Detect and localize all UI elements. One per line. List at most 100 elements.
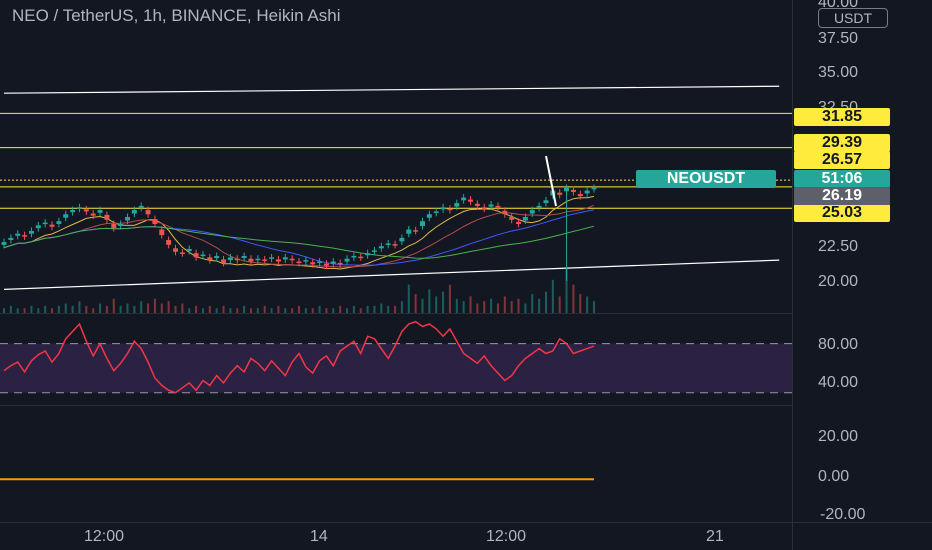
volume-bar: [394, 305, 397, 313]
candle-body: [344, 258, 350, 262]
candle-body: [248, 258, 254, 262]
time-tick: 21: [706, 528, 724, 545]
volume-bar: [524, 303, 527, 313]
candle-body: [221, 259, 227, 263]
candle-body: [15, 233, 21, 236]
volume-bar: [16, 308, 19, 313]
volume-bar: [544, 291, 547, 313]
volume-bar: [277, 305, 280, 313]
candle-body: [481, 207, 487, 209]
volume-bar: [462, 301, 465, 313]
candle-body: [8, 237, 14, 240]
volume-bar: [483, 301, 486, 313]
candle-body: [56, 221, 62, 224]
volume-bar: [92, 308, 95, 313]
rsi-tick: 80.00: [818, 336, 859, 353]
time-tick: 12:00: [84, 528, 125, 545]
candle-body: [351, 255, 357, 258]
volume-bar: [332, 308, 335, 313]
volume-bar: [147, 303, 150, 313]
candle-body: [543, 200, 549, 204]
candle-body: [35, 225, 41, 229]
moving-average-line: [3, 225, 595, 259]
price-tick: 37.50: [818, 30, 859, 47]
volume-bar: [229, 308, 232, 313]
candle-body: [262, 259, 268, 261]
candle-body: [317, 261, 323, 264]
candle-body: [323, 263, 329, 266]
level-label: 31.85: [794, 108, 890, 126]
candle-body: [495, 205, 501, 208]
candle-body: [392, 244, 398, 246]
unit-selector[interactable]: USDT: [818, 8, 888, 28]
volume-bar: [510, 301, 513, 313]
volume-bar: [490, 298, 493, 313]
volume-bar: [133, 305, 136, 313]
pane-separator-rsi: [0, 405, 792, 406]
candle-body: [426, 214, 432, 218]
candle-body: [200, 254, 206, 257]
candle-body: [337, 262, 343, 265]
candle-body: [468, 199, 474, 202]
volume-bar: [579, 294, 582, 313]
volume-bar: [236, 308, 239, 313]
candle-body: [385, 243, 391, 245]
candle-body: [447, 208, 453, 211]
candle-body: [83, 209, 89, 212]
osc-tick: -20.00: [820, 506, 866, 523]
candle-body: [42, 222, 48, 225]
volume-bar: [174, 305, 177, 313]
level-label: 26.57: [794, 151, 890, 169]
volume-bar: [407, 284, 410, 313]
candle-body: [22, 235, 28, 237]
candle-body: [419, 221, 425, 227]
candle-body: [145, 210, 151, 215]
rsi-band: [0, 343, 792, 393]
candle-body: [63, 214, 69, 218]
volume-bar: [558, 296, 561, 313]
volume-bar: [215, 308, 218, 313]
candle-body: [474, 203, 480, 206]
candle-body: [399, 237, 405, 242]
volume-bar: [400, 301, 403, 313]
candle-body: [207, 257, 213, 261]
volume-bar: [311, 308, 314, 313]
current-price-tag: 26.19: [794, 187, 890, 205]
volume-bar: [469, 296, 472, 313]
candle-body: [214, 255, 220, 259]
annotation-line: [545, 155, 557, 207]
candle-body: [269, 257, 275, 259]
volume-bar: [112, 298, 115, 313]
volume-bar: [359, 308, 362, 313]
volume-bar: [9, 305, 12, 313]
candle-body: [111, 223, 117, 229]
volume-bar: [153, 298, 156, 313]
volume-bar: [339, 305, 342, 313]
osc-tick: 20.00: [818, 428, 859, 445]
candle-body: [76, 207, 82, 209]
volume-bar: [414, 294, 417, 313]
volume-bar: [3, 308, 5, 313]
volume-bar: [551, 279, 554, 313]
rsi-tick: 40.00: [818, 374, 859, 391]
candle-body: [282, 257, 288, 260]
candle-body: [378, 246, 384, 249]
candle-body: [577, 194, 583, 197]
candle-body: [179, 252, 185, 254]
volume-bar: [78, 301, 81, 313]
candle-body: [371, 250, 377, 252]
volume-bar: [572, 284, 575, 313]
volume-bar: [160, 303, 163, 313]
candle-body: [502, 210, 508, 215]
volume-bar: [448, 284, 451, 313]
volume-bar: [85, 305, 88, 313]
volume-bar: [380, 303, 383, 313]
time-tick: 12:00: [486, 528, 527, 545]
volume-bar: [496, 303, 499, 313]
volume-bar: [352, 305, 355, 313]
volume-bar: [270, 308, 273, 313]
candle-body: [570, 189, 576, 192]
price-tick: 40.00: [818, 0, 859, 11]
volume-bar: [126, 303, 129, 313]
